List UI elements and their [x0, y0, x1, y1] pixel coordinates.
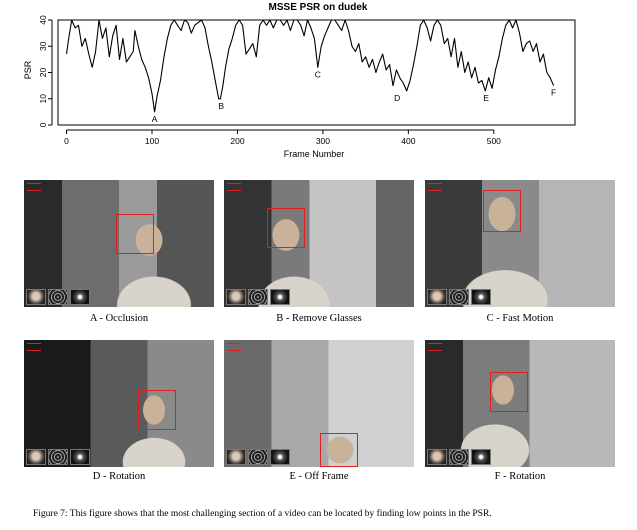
panel-caption-e: E - Off Frame: [289, 471, 349, 482]
panel-c: C - Fast Motion: [425, 180, 615, 324]
tracking-box: [490, 372, 528, 412]
x-tick-label: 300: [316, 136, 330, 146]
tracking-box: [267, 208, 305, 248]
y-axis-label: PSR: [23, 60, 33, 79]
panel-caption-d: D - Rotation: [92, 471, 146, 482]
annotation-label: B: [218, 101, 224, 111]
video-frame-c: [425, 180, 615, 307]
x-tick-label: 500: [487, 136, 501, 146]
panel-b: B - Remove Glasses: [224, 180, 414, 324]
x-axis-label: Frame Number: [284, 149, 345, 159]
annotation-label: A: [152, 114, 158, 124]
y-tick-label: 40: [38, 15, 48, 25]
chart-title: MSSE PSR on dudek: [269, 2, 368, 13]
panel-d: D - Rotation: [24, 340, 214, 482]
annotation-label: F: [551, 88, 556, 98]
panel-caption-a: A - Occlusion: [89, 313, 149, 324]
psr-chart-svg: MSSE PSR on dudek PSR Frame Number 0 10 20…: [23, 2, 576, 159]
panel-f: F - Rotation: [425, 340, 615, 482]
plot-frame: [57, 19, 576, 126]
video-frame-d: [24, 340, 214, 467]
y-tick-label: 30: [38, 41, 48, 51]
figure-caption: Figure 7: This figure shows that the mos…: [33, 509, 492, 519]
tracking-box: [483, 190, 521, 232]
x-tick-label: 200: [230, 136, 244, 146]
video-frame-a: [24, 180, 214, 307]
panel-caption-b: B - Remove Glasses: [276, 313, 362, 324]
panel-a: A - Occlusion: [24, 180, 214, 324]
annotation-label: E: [483, 93, 489, 103]
tracking-box: [320, 433, 358, 467]
annotation-label: C: [315, 69, 321, 79]
psr-series-line: [65, 19, 555, 113]
x-tick-label: 0: [64, 136, 69, 146]
x-tick-label: 100: [145, 136, 159, 146]
panel-caption-c: C - Fast Motion: [486, 313, 554, 324]
psr-chart: MSSE PSR on dudek PSR Frame Number 0 10 20…: [0, 0, 637, 165]
tracking-box: [116, 214, 154, 254]
tracking-box: [138, 390, 176, 430]
panel-caption-f: F - Rotation: [494, 471, 546, 482]
video-frame-b: [224, 180, 414, 307]
y-tick-label: 20: [38, 68, 48, 78]
video-frame-f: [425, 340, 615, 467]
annotation-label: D: [394, 93, 400, 103]
x-tick-label: 400: [401, 136, 415, 146]
y-tick-label: 0: [38, 122, 48, 127]
video-frame-e: [224, 340, 414, 467]
panel-e: E - Off Frame: [224, 340, 414, 482]
y-tick-label: 10: [38, 94, 48, 104]
